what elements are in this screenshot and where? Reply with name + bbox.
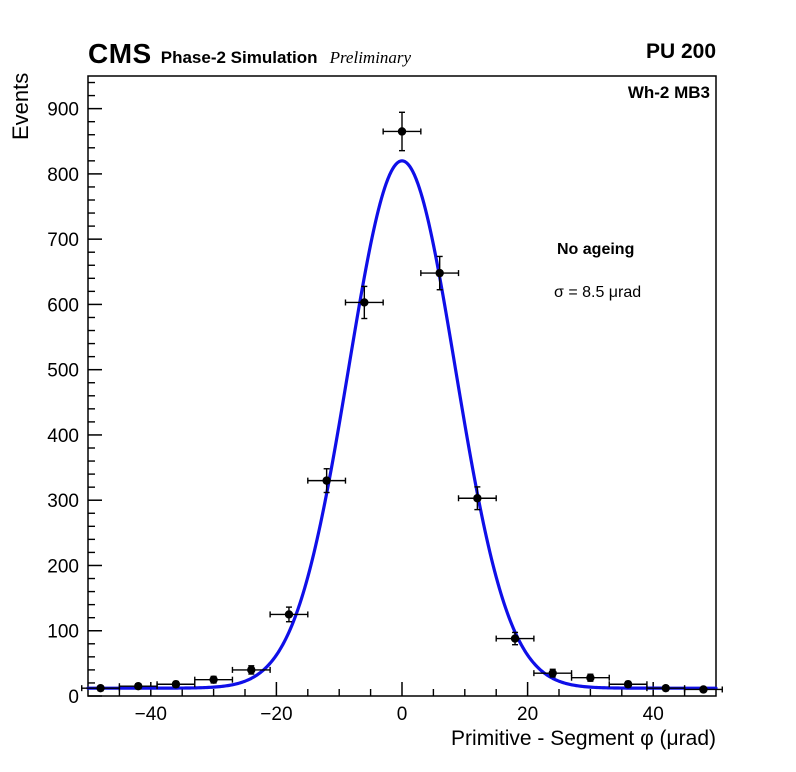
- y-tick-label: 0: [68, 687, 79, 708]
- data-point: [209, 675, 218, 684]
- data-point: [171, 680, 181, 689]
- data-point: [699, 685, 708, 694]
- data-point: [247, 665, 256, 675]
- header: CMS Phase-2 Simulation Preliminary: [88, 38, 411, 70]
- data-point: [134, 682, 143, 691]
- data-point: [284, 610, 294, 619]
- y-tick-label: 600: [47, 295, 79, 316]
- x-tick-label: 0: [397, 704, 408, 725]
- fit-curve: [86, 159, 718, 690]
- region-label: Wh-2 MB3: [627, 83, 710, 102]
- y-tick-label: 500: [47, 361, 79, 382]
- ageing-scenario-label: No ageing: [557, 241, 635, 258]
- data-point: [623, 680, 633, 689]
- x-axis-title: Primitive - Segment φ (μrad): [451, 727, 716, 750]
- y-tick-label: 900: [47, 100, 79, 121]
- x-tick-label: −20: [260, 704, 292, 725]
- data-point: [473, 494, 482, 503]
- data-point: [322, 476, 331, 485]
- data-point: [96, 683, 105, 693]
- y-tick-label: 200: [47, 556, 79, 577]
- data-point: [435, 268, 444, 278]
- y-axis-title: Events: [8, 72, 33, 140]
- data-point: [586, 673, 595, 682]
- data-point: [661, 683, 670, 693]
- data-point: [360, 298, 369, 307]
- data-point: [548, 668, 557, 678]
- y-tick-label: 100: [47, 622, 79, 643]
- y-tick-label: 300: [47, 491, 79, 512]
- plot-frame: [87, 75, 717, 697]
- simulation-label: Phase-2 Simulation: [160, 48, 318, 67]
- sigma-value-label: σ = 8.5 μrad: [554, 284, 642, 301]
- experiment-label: CMS: [88, 38, 152, 69]
- x-tick-label: 40: [643, 704, 664, 725]
- y-tick-label: 400: [47, 426, 79, 447]
- pileup-label: PU 200: [645, 40, 716, 63]
- preliminary-label: Preliminary: [329, 48, 412, 67]
- x-tick-label: −40: [135, 704, 167, 725]
- data-point: [397, 127, 407, 136]
- y-tick-label: 700: [47, 230, 79, 251]
- y-tick-label: 800: [47, 165, 79, 186]
- data-point: [510, 634, 520, 643]
- x-tick-label: 20: [517, 704, 538, 725]
